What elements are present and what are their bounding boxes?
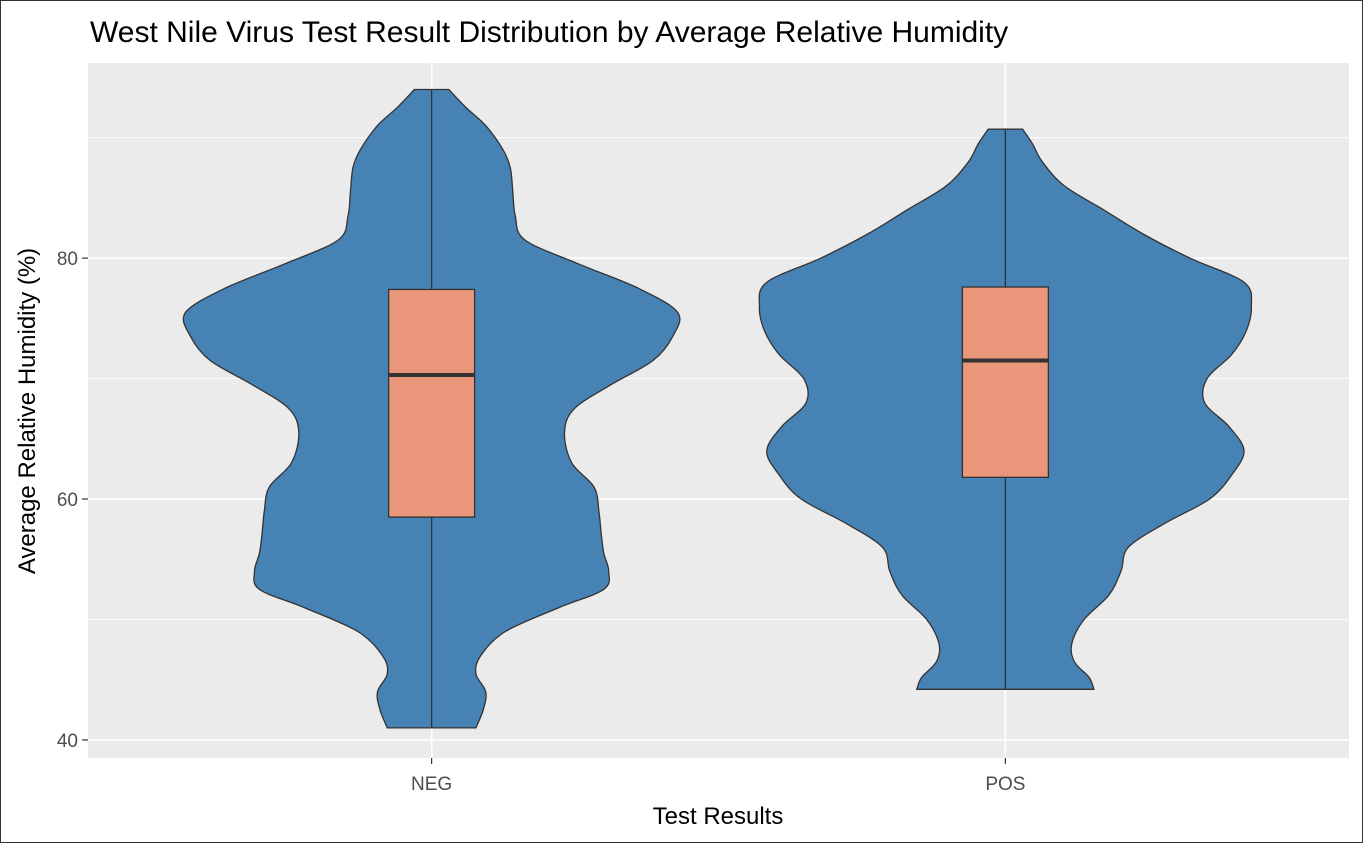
x-tick-label-neg: NEG <box>411 774 452 795</box>
violin-layer <box>182 88 1253 729</box>
x-axis-title: Test Results <box>653 803 784 830</box>
y-axis-title: Average Relative Humidity (%) <box>14 248 41 574</box>
axis-layer: 40 60 80 NEG POS <box>57 249 1026 795</box>
y-tick-label: 60 <box>57 490 78 511</box>
x-tick-label-pos: POS <box>985 774 1025 795</box>
y-tick-label: 40 <box>57 731 78 752</box>
y-tick-label: 80 <box>57 249 78 270</box>
chart-title: West Nile Virus Test Result Distribution… <box>90 16 1008 49</box>
box-pos <box>961 286 1050 479</box>
box-neg <box>387 288 476 518</box>
